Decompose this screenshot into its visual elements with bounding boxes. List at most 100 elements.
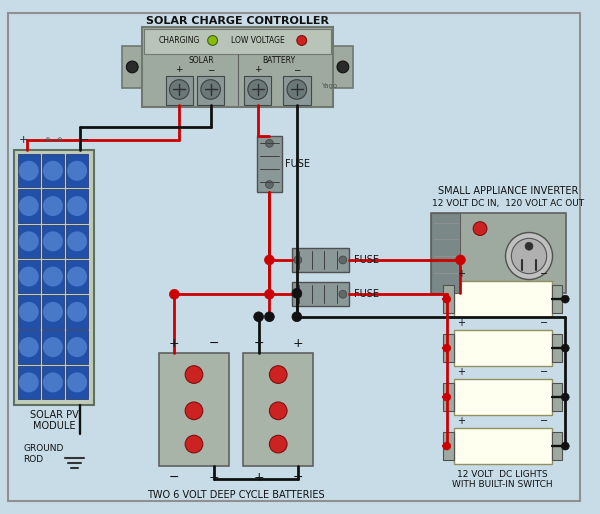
Bar [551,335,562,362]
Text: +: + [169,337,179,350]
Circle shape [297,35,307,45]
Circle shape [43,302,63,322]
Circle shape [294,290,302,298]
Text: BATTERY: BATTERY [263,56,296,65]
Circle shape [43,267,63,287]
Bar [17,225,40,258]
Text: +: + [457,416,466,426]
Circle shape [67,161,87,181]
Circle shape [185,402,203,419]
Circle shape [43,196,63,216]
Circle shape [201,80,220,99]
Bar [17,189,40,223]
Text: 12 VOLT  DC LIGHTS
WITH BUILT-IN SWITCH: 12 VOLT DC LIGHTS WITH BUILT-IN SWITCH [452,470,553,489]
Text: −: − [293,65,301,75]
Circle shape [562,295,569,303]
Bar [551,383,562,411]
Bar [454,331,551,366]
Bar [159,353,229,466]
Text: 12 VOLT DC IN,  120 VOLT AC OUT: 12 VOLT DC IN, 120 VOLT AC OUT [433,198,584,208]
Bar [17,295,40,328]
Text: Yago: Yago [322,83,337,88]
Circle shape [265,312,274,322]
Bar [443,285,454,313]
Bar [42,331,64,364]
Circle shape [525,242,533,250]
Circle shape [265,255,274,265]
Circle shape [254,312,263,322]
Bar [66,225,88,258]
Circle shape [127,61,138,73]
Text: SOLAR: SOLAR [188,56,214,65]
Circle shape [43,373,63,392]
Circle shape [19,267,39,287]
Circle shape [43,337,63,357]
Circle shape [19,231,39,251]
Bar [66,260,88,293]
Circle shape [269,366,287,383]
Circle shape [265,139,274,148]
Circle shape [19,337,39,357]
Bar [17,366,40,399]
Text: ⊕—⊕: ⊕—⊕ [44,137,63,143]
Bar [283,76,311,105]
Text: +: + [293,337,303,350]
Text: +: + [253,471,264,484]
Circle shape [19,373,39,392]
Circle shape [443,344,451,352]
Text: −: − [539,269,548,279]
Text: −: − [539,366,548,377]
Text: CHARGING: CHARGING [158,36,200,45]
Bar [122,46,142,87]
Text: +: + [457,318,466,327]
Circle shape [185,366,203,383]
Circle shape [562,393,569,401]
Circle shape [265,289,274,299]
Text: −: − [253,337,264,350]
Bar [454,282,551,317]
Text: SOLAR PV
MODULE: SOLAR PV MODULE [29,410,78,431]
Circle shape [443,393,451,401]
Bar [14,150,94,405]
Circle shape [67,302,87,322]
Bar [333,46,353,87]
Bar [454,379,551,415]
Bar [42,225,64,258]
Bar [42,260,64,293]
Bar [431,213,566,293]
Circle shape [443,295,451,303]
Circle shape [208,35,217,45]
Circle shape [443,442,451,450]
Bar [431,213,460,293]
Circle shape [19,161,39,181]
Text: SMALL APPLIANCE INVERTER: SMALL APPLIANCE INVERTER [438,187,578,196]
Bar [17,260,40,293]
Circle shape [169,289,179,299]
Bar [443,335,454,362]
Bar [42,189,64,223]
Bar [42,154,64,188]
Bar [42,295,64,328]
Bar [142,27,333,107]
Circle shape [511,238,547,273]
Text: +: + [254,65,262,75]
Circle shape [473,222,487,235]
Bar [42,366,64,399]
Circle shape [169,80,189,99]
Text: +: + [208,471,219,484]
Bar [66,154,88,188]
Circle shape [337,61,349,73]
Circle shape [269,435,287,453]
Circle shape [19,302,39,322]
Bar [166,76,193,105]
Text: GROUND
ROD: GROUND ROD [23,444,64,464]
Circle shape [67,337,87,357]
Bar [292,248,349,272]
Circle shape [19,196,39,216]
Text: +: + [457,366,466,377]
Text: −: − [207,65,214,75]
Text: FUSE: FUSE [353,289,379,299]
Text: +: + [19,135,28,145]
Bar [244,76,271,105]
Circle shape [287,80,307,99]
